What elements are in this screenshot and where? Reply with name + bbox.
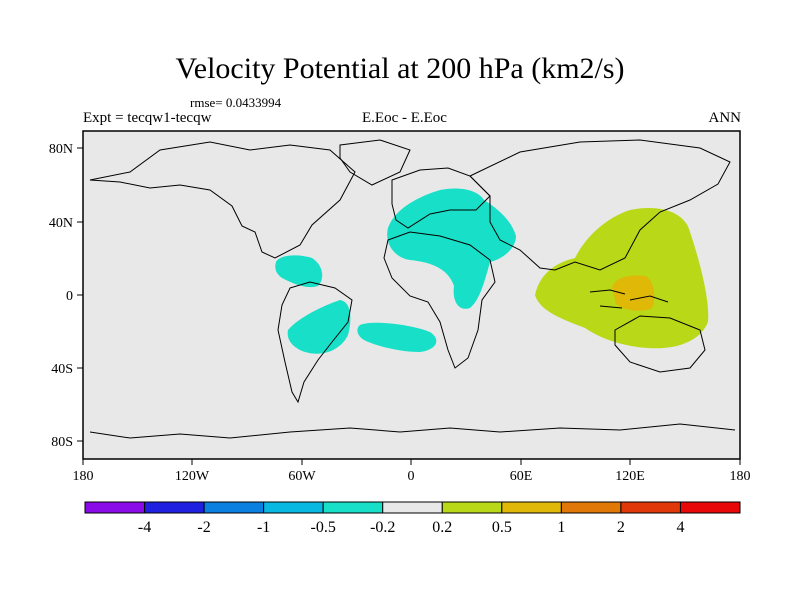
colorbar-label: 0.2: [432, 519, 452, 536]
colorbar-swatch: [203, 501, 265, 514]
lat-axis: 80N 40N 0 40S 80S: [49, 142, 83, 450]
negative-anomaly-brazil: [287, 300, 351, 354]
coastline-africa: [383, 231, 496, 369]
colorbar-label: 0.5: [492, 519, 512, 536]
lon-label-120w: 120W: [175, 469, 210, 484]
colorbar-label: -0.5: [311, 519, 336, 536]
colorbar-label: -0.2: [370, 519, 395, 536]
colorbar-swatch: [560, 501, 622, 514]
coastline-australia: [614, 315, 706, 373]
lon-axis: 180 120W 60W 0 60E 120E 180: [73, 459, 751, 484]
colorbar-swatch: [382, 501, 443, 514]
coastline-north-america: [89, 141, 356, 259]
colorbar-label: 4: [676, 519, 684, 536]
colorbar-swatch: [620, 501, 681, 514]
negative-anomaly-caribbean: [275, 255, 323, 288]
lat-label-80n: 80N: [49, 142, 73, 157]
colorbar-swatch: [322, 501, 384, 514]
negative-anomaly-atlantic: [357, 322, 437, 352]
coastline-asia: [469, 139, 731, 271]
lon-label-180w: 180: [73, 469, 94, 484]
coastline-south-america: [277, 281, 353, 404]
negative-anomaly-europe: [387, 188, 516, 309]
colorbar-swatch: [263, 501, 324, 514]
coastline-greenland: [339, 139, 411, 186]
lat-label-80s: 80S: [51, 435, 73, 450]
colorbar-label: 2: [617, 519, 625, 536]
colorbar-swatch: [501, 501, 562, 514]
lon-label-120e: 120E: [615, 469, 645, 484]
anomaly-fills: [275, 188, 709, 354]
colorbar-swatch: [679, 501, 741, 514]
lat-label-0: 0: [66, 289, 73, 304]
lon-label-0: 0: [408, 469, 415, 484]
lon-label-60w: 60W: [288, 469, 316, 484]
season-label: ANN: [708, 110, 742, 126]
coastline-indonesia: [589, 289, 669, 309]
lat-label-40s: 40S: [51, 362, 73, 377]
colorbar-label: -4: [138, 519, 151, 536]
lon-label-60e: 60E: [510, 469, 533, 484]
colorbar-swatch: [441, 501, 503, 514]
colorbar-label: 1: [557, 519, 565, 536]
positive-anomaly-core: [612, 275, 655, 311]
coastline-antarctica: [89, 423, 736, 439]
coastline-europe: [391, 167, 491, 229]
rmse-label: rmse= 0.0433994: [190, 95, 282, 110]
lat-label-40n: 40N: [49, 216, 73, 231]
colorbar-swatch: [144, 501, 205, 514]
colorbar: -4 -2 -1 -0.5 -0.2 0.2 0.5 1 2 4: [84, 501, 741, 536]
colorbar-swatch: [84, 501, 146, 514]
case-label: E.Eoc - E.Eoc: [362, 110, 447, 126]
colorbar-label: -1: [257, 519, 270, 536]
lon-label-180e: 180: [730, 469, 751, 484]
plot-title: Velocity Potential at 200 hPa (km2/s): [175, 52, 625, 85]
colorbar-label: -2: [197, 519, 210, 536]
coastlines: [89, 139, 736, 439]
experiment-label: Expt = tecqw1-tecqw: [83, 110, 212, 126]
